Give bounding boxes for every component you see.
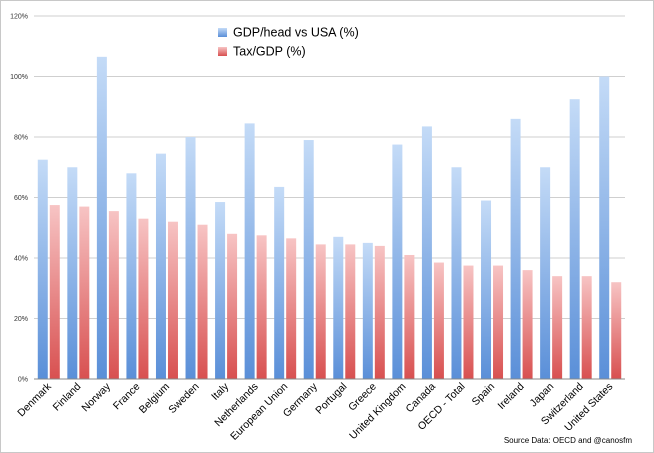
bar-tax	[286, 238, 297, 379]
bar-tax	[79, 206, 90, 379]
bar-gdp	[126, 173, 137, 379]
bar-gdp	[155, 153, 166, 379]
bar-tax	[493, 265, 504, 379]
x-tick-label: Italy	[209, 380, 232, 403]
x-tick-label: Finland	[51, 381, 84, 414]
y-tick-label: 120%	[10, 14, 28, 21]
bar-tax	[374, 245, 385, 379]
bar-gdp	[540, 167, 551, 379]
bar-gdp	[451, 167, 462, 379]
x-tick-label: Portugal	[313, 381, 349, 417]
legend-swatch	[218, 47, 227, 56]
bar-tax	[552, 276, 563, 379]
bar-gdp	[303, 140, 314, 379]
bar-tax	[404, 254, 415, 379]
y-tick-label: 40%	[14, 256, 28, 263]
legend: GDP/head vs USA (%) Tax/GDP (%)	[218, 26, 359, 59]
x-tick-label: Spain	[470, 381, 498, 409]
bar-tax	[108, 211, 119, 379]
bar-gdp	[67, 167, 78, 379]
bar-gdp	[37, 159, 48, 379]
x-tick-label: Ireland	[496, 381, 527, 412]
bar-gdp	[421, 126, 432, 379]
bar-tax	[256, 235, 267, 379]
bar-gdp	[599, 76, 610, 379]
bar-tax	[227, 233, 238, 379]
bar-tax	[611, 282, 622, 379]
y-tick-label: 0%	[18, 377, 28, 384]
bar-gdp	[362, 242, 373, 379]
bars	[37, 56, 622, 380]
x-tick-label: Sweden	[166, 381, 201, 416]
x-tick-label: Norway	[79, 380, 113, 414]
bar-gdp	[96, 56, 107, 380]
bar-tax	[197, 224, 208, 379]
bar-tax	[49, 205, 60, 379]
bar-tax	[138, 218, 149, 379]
y-axis-ticks: 0% 20% 40% 60% 80% 100% 120%	[10, 14, 28, 384]
bar-gdp	[274, 186, 285, 379]
bar-gdp	[392, 144, 403, 379]
bar-tax	[581, 276, 592, 379]
bar-tax	[167, 221, 178, 379]
legend-label: GDP/head vs USA (%)	[233, 26, 359, 40]
bar-tax	[463, 265, 474, 379]
source-note: Source Data: OECD and @canosfm	[504, 436, 633, 445]
bar-gdp	[510, 118, 521, 379]
x-tick-label: Belgium	[137, 380, 172, 415]
legend-label: Tax/GDP (%)	[233, 45, 306, 59]
bar-gdp	[569, 99, 580, 379]
bar-gdp	[185, 137, 196, 379]
bar-tax	[315, 244, 326, 379]
bar-gdp	[215, 202, 226, 379]
y-tick-label: 100%	[10, 74, 28, 81]
y-tick-label: 80%	[14, 135, 28, 142]
x-tick-label: Denmark	[15, 380, 54, 419]
gridlines	[34, 15, 625, 380]
bar-gdp	[333, 236, 344, 379]
legend-swatch	[218, 28, 227, 37]
bar-gdp	[244, 123, 255, 379]
y-tick-label: 20%	[14, 316, 28, 323]
y-tick-label: 60%	[14, 195, 28, 202]
bar-tax	[345, 244, 356, 379]
bar-tax	[522, 270, 533, 379]
bar-tax	[433, 262, 444, 379]
bar-gdp	[481, 200, 492, 379]
